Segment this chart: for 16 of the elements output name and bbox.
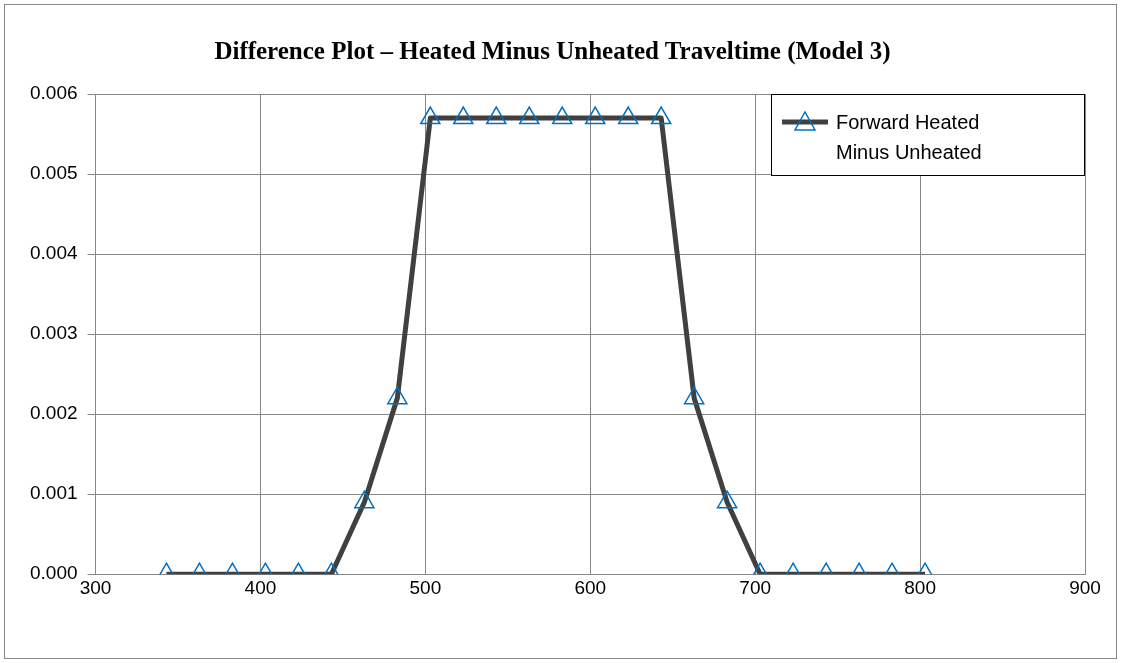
x-tick-label: 300 — [79, 576, 112, 598]
y-tick-label: 0.005 — [30, 162, 78, 184]
y-tick-label: 0.000 — [30, 562, 78, 584]
x-tick-label: 600 — [574, 576, 607, 598]
y-tick-label: 0.003 — [30, 322, 78, 344]
chart-title: Difference Plot – Heated Minus Unheated Traveltime (Model 3) — [214, 37, 891, 66]
y-tick-label: 0.004 — [30, 242, 78, 264]
x-tick-label: 900 — [1069, 576, 1101, 598]
legend-label: Forward Heated Minus Unheated — [836, 110, 983, 165]
y-tick-label: 0.002 — [30, 402, 78, 424]
y-tick-label: 0.006 — [30, 82, 78, 104]
x-tick-label: 800 — [904, 576, 936, 598]
x-tick-label: 700 — [739, 576, 772, 598]
y-tick-label: 0.001 — [30, 482, 78, 504]
x-tick-label: 400 — [244, 576, 277, 598]
x-tick-label: 500 — [409, 576, 442, 598]
